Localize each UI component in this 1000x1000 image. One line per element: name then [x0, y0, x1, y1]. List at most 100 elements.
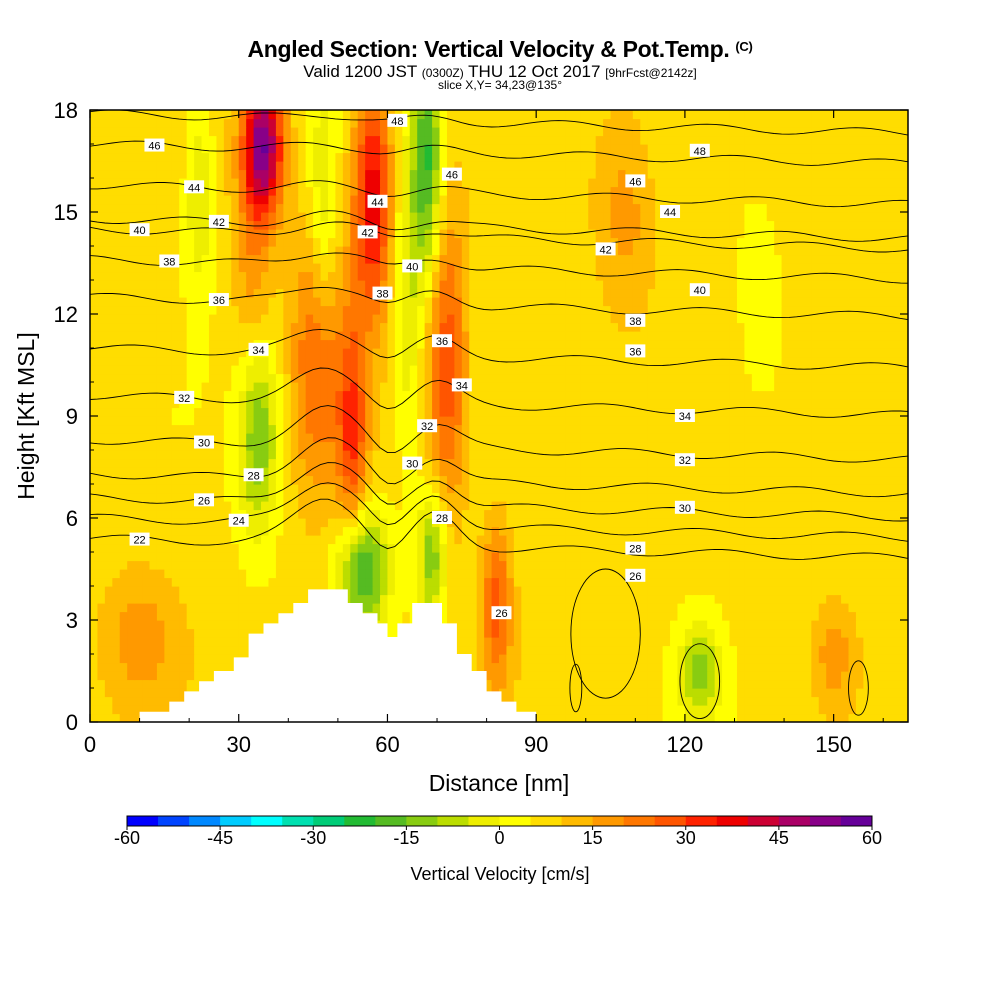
field-cell — [588, 713, 597, 722]
field-cell — [893, 688, 902, 698]
field-cell — [491, 458, 500, 468]
field-cell — [350, 348, 359, 358]
field-cell — [290, 475, 299, 485]
field-cell — [164, 518, 173, 528]
field-cell — [580, 696, 589, 706]
field-cell — [789, 509, 798, 519]
field-cell — [796, 424, 805, 434]
field-cell — [499, 365, 508, 375]
field-cell — [223, 356, 232, 366]
field-cell — [149, 382, 158, 392]
field-cell — [171, 696, 180, 706]
field-cell — [179, 688, 188, 698]
field-cell — [818, 645, 827, 655]
field-cell — [104, 475, 113, 485]
field-cell — [870, 628, 879, 638]
field-cell — [789, 501, 798, 511]
field-cell — [261, 433, 270, 443]
field-cell — [722, 543, 731, 553]
field-cell — [409, 518, 418, 528]
field-cell — [119, 552, 128, 562]
field-cell — [565, 705, 574, 715]
field-cell — [580, 390, 589, 400]
field-cell — [454, 586, 463, 596]
field-cell — [394, 339, 403, 349]
field-cell — [803, 535, 812, 545]
field-cell — [313, 501, 322, 511]
field-cell — [855, 450, 864, 460]
field-cell — [595, 365, 604, 375]
field-cell — [424, 526, 433, 536]
field-cell — [744, 492, 753, 502]
field-cell — [469, 645, 478, 655]
field-cell — [476, 475, 485, 485]
field-cell — [127, 705, 136, 715]
field-cell — [855, 399, 864, 409]
field-cell — [885, 509, 894, 519]
field-cell — [707, 492, 716, 502]
field-cell — [119, 577, 128, 587]
field-cell — [305, 518, 314, 528]
field-cell — [149, 399, 158, 409]
field-cell — [201, 577, 210, 587]
field-cell — [863, 492, 872, 502]
field-cell — [610, 458, 619, 468]
field-cell — [878, 679, 887, 689]
field-cell — [238, 467, 247, 477]
field-cell — [662, 705, 671, 715]
field-cell — [885, 492, 894, 502]
field-cell — [699, 594, 708, 604]
field-cell — [521, 382, 530, 392]
field-cell — [432, 484, 441, 494]
field-cell — [208, 509, 218, 519]
field-cell — [90, 688, 99, 698]
field-cell — [238, 373, 247, 383]
field-cell — [796, 594, 805, 604]
field-cell — [394, 501, 403, 511]
field-cell — [484, 611, 493, 621]
field-cell — [677, 475, 686, 485]
field-cell — [781, 399, 790, 409]
field-cell — [380, 535, 389, 545]
field-cell — [119, 348, 128, 358]
field-cell — [305, 535, 314, 545]
field-cell — [499, 501, 508, 511]
field-cell — [625, 679, 634, 689]
field-cell — [855, 577, 864, 587]
field-cell — [900, 543, 908, 553]
field-cell — [90, 492, 99, 502]
field-cell — [104, 501, 113, 511]
field-cell — [275, 586, 284, 596]
field-cell — [90, 365, 99, 375]
field-cell — [551, 526, 560, 536]
field-cell — [796, 696, 805, 706]
field-cell — [751, 645, 760, 655]
field-cell — [432, 467, 441, 477]
field-cell — [684, 509, 693, 519]
field-cell — [595, 467, 604, 477]
field-cell — [818, 382, 827, 392]
field-cell — [186, 339, 195, 349]
field-cell — [342, 450, 351, 460]
field-cell — [216, 416, 225, 426]
field-cell — [714, 475, 723, 485]
field-cell — [461, 509, 470, 519]
field-cell — [394, 390, 403, 400]
field-cell — [164, 560, 173, 570]
field-cell — [655, 679, 664, 689]
field-cell — [655, 705, 664, 715]
field-cell — [803, 365, 812, 375]
field-cell — [194, 399, 203, 409]
field-cell — [766, 569, 775, 579]
field-cell — [543, 348, 552, 358]
field-cell — [670, 501, 679, 511]
field-cell — [789, 339, 798, 349]
field-cell — [878, 356, 887, 366]
field-cell — [878, 416, 887, 426]
field-cell — [803, 552, 812, 562]
field-cell — [528, 552, 537, 562]
field-cell — [863, 433, 872, 443]
field-cell — [186, 331, 195, 341]
field-cell — [707, 654, 716, 664]
field-cell — [647, 424, 656, 434]
